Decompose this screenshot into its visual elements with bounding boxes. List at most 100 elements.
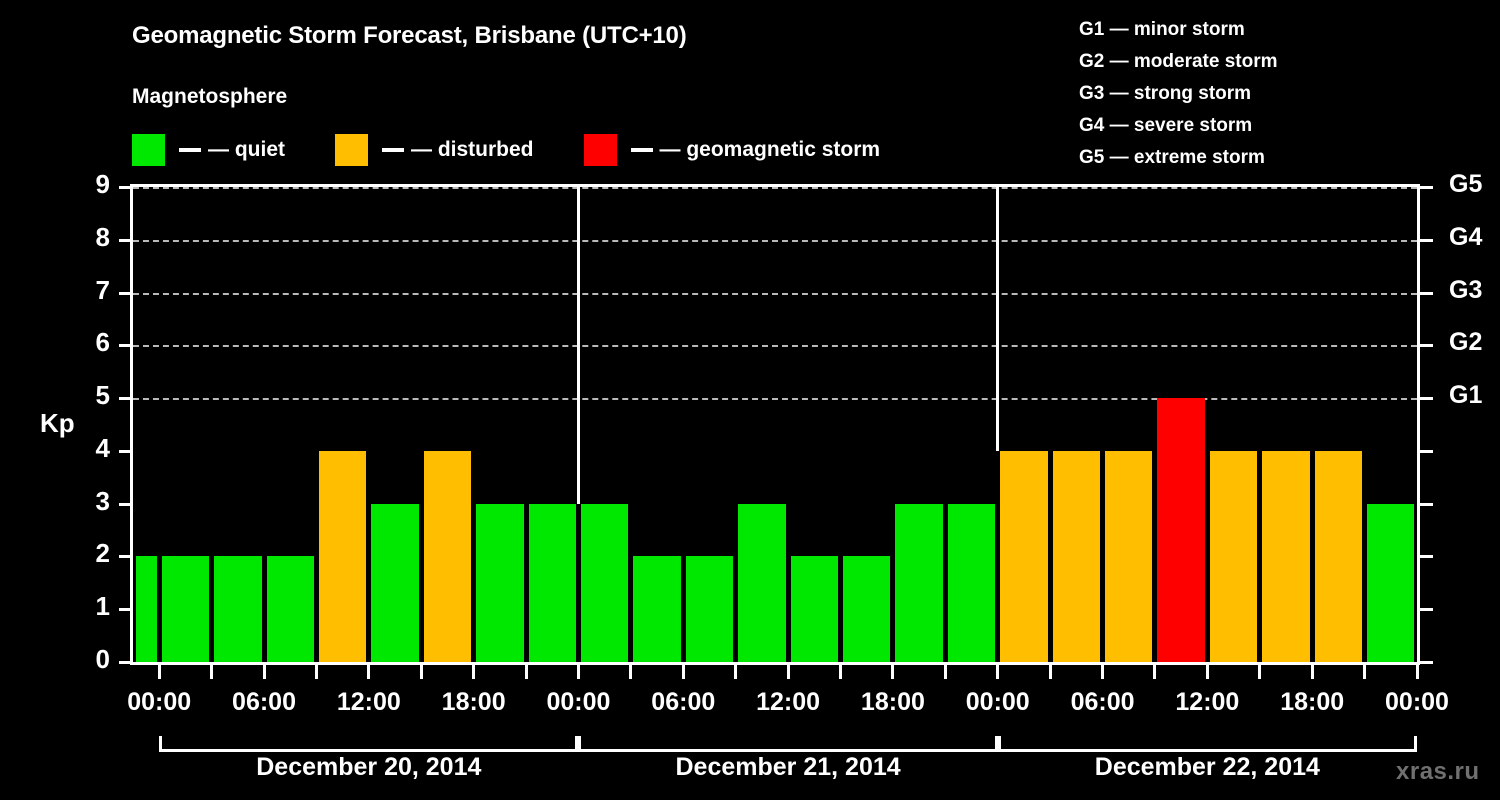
legend-label-quiet: — quiet <box>208 138 285 161</box>
y-tick-label-1: 1 <box>95 591 110 622</box>
x-tick-label-8: 00:00 <box>965 688 1030 716</box>
date-label-1: December 20, 2014 <box>256 753 482 781</box>
g-tick-label-g4: G4 <box>1449 222 1483 251</box>
g-tick-label-g1: G1 <box>1449 381 1483 410</box>
x-tick-mark-h24 <box>576 665 580 679</box>
x-tick-mark-h54 <box>1101 665 1105 679</box>
x-tick-label-2: 12:00 <box>336 688 401 716</box>
right-axis-tick-mark-2 <box>1420 555 1433 559</box>
watermark: xras.ru <box>1396 758 1480 785</box>
bar-2 <box>266 556 314 662</box>
bar-15 <box>947 503 996 662</box>
y-tick-mark-6 <box>119 344 131 348</box>
date-bracket-2 <box>578 736 998 752</box>
x-tick-mark-h15 <box>419 665 423 679</box>
gridline-kp-6 <box>133 345 1417 348</box>
y-tick-label-8: 8 <box>95 221 110 252</box>
y-tick-label-9: 9 <box>95 169 110 199</box>
y-tick-mark-3 <box>119 502 131 506</box>
x-tick-mark-h18 <box>472 665 476 679</box>
x-tick-mark-h12 <box>367 665 371 679</box>
right-axis-tick-mark-0 <box>1420 661 1433 664</box>
bar-19 <box>1157 398 1205 662</box>
bar-8 <box>580 503 629 662</box>
color-legend: — quiet — disturbed — geomagnetic storm <box>132 133 880 167</box>
y-tick-label-0: 0 <box>95 644 110 674</box>
right-axis-tick-mark-7 <box>1420 291 1433 295</box>
x-tick-mark-h57 <box>1153 665 1157 679</box>
x-tick-label-4: 00:00 <box>546 688 611 716</box>
y-tick-mark-9 <box>119 186 131 189</box>
x-tick-label-1: 06:00 <box>232 688 296 716</box>
x-tick-label-10: 12:00 <box>1175 688 1240 716</box>
bar-13 <box>843 556 891 662</box>
x-tick-mark-h60 <box>1205 665 1209 679</box>
x-tick-mark-h66 <box>1310 665 1314 679</box>
y-tick-label-6: 6 <box>95 327 110 358</box>
x-tick-mark-h48 <box>996 665 1000 679</box>
x-tick-mark-h21 <box>524 665 528 679</box>
x-tick-mark-h72 <box>1415 665 1419 679</box>
bar-18 <box>1105 450 1153 662</box>
gridline-kp-8 <box>133 239 1417 242</box>
bar-9 <box>633 556 681 662</box>
gridline-kp-7 <box>133 292 1417 295</box>
x-tick-mark-h36 <box>786 665 790 679</box>
gscale-legend-row-g4: G4 — severe storm <box>1079 115 1253 136</box>
x-tick-label-6: 12:00 <box>756 688 821 716</box>
y-tick-mark-5 <box>119 397 131 401</box>
right-axis-tick-mark-5 <box>1420 397 1433 401</box>
x-tick-mark-h39 <box>839 665 842 679</box>
magnetosphere-section-label: Magnetosphere <box>132 85 288 108</box>
day-divider-2 <box>996 187 1000 451</box>
y-axis-label: Kp <box>40 408 75 438</box>
x-tick-mark-h0 <box>157 665 161 679</box>
bar-6 <box>476 503 524 662</box>
x-tick-label-11: 18:00 <box>1280 688 1345 716</box>
legend-swatch-disturbed-icon <box>335 134 368 166</box>
bar-3 <box>318 450 367 662</box>
legend-label-disturbed: — disturbed <box>411 138 534 161</box>
y-tick-mark-0 <box>119 661 131 664</box>
bar-17 <box>1052 450 1101 662</box>
y-tick-label-3: 3 <box>95 485 110 516</box>
x-tick-mark-h6 <box>262 665 266 679</box>
right-axis-tick-mark-8 <box>1420 238 1433 242</box>
y-tick-mark-4 <box>119 449 131 453</box>
legend-swatch-quiet-icon <box>132 134 165 166</box>
date-bracket-3 <box>997 736 1417 752</box>
gscale-legend-row-g3: G3 — strong storm <box>1079 83 1252 104</box>
x-tick-label-0: 00:00 <box>127 688 192 716</box>
y-tick-label-2: 2 <box>95 538 110 569</box>
date-bracket-1 <box>159 736 579 752</box>
bar-5 <box>423 450 472 662</box>
x-tick-label-5: 06:00 <box>651 688 716 716</box>
gscale-legend: G1 — minor storm G2 — moderate storm G3 … <box>1079 14 1278 174</box>
legend-dash-icon <box>179 148 201 152</box>
bar-12 <box>790 556 838 662</box>
y-tick-label-7: 7 <box>95 274 110 305</box>
y-tick-mark-1 <box>119 608 131 612</box>
right-axis-tick-mark-9 <box>1420 186 1433 189</box>
bar-7 <box>528 503 576 662</box>
legend-entry-quiet: — quiet <box>132 134 285 166</box>
x-tick-mark-h3 <box>210 665 214 679</box>
bar-16 <box>1000 450 1048 662</box>
g-tick-label-g5: G5 <box>1449 170 1483 198</box>
x-tick-mark-h45 <box>943 665 947 679</box>
day-divider-1 <box>576 187 580 504</box>
page-title: Geomagnetic Storm Forecast, Brisbane (UT… <box>132 22 687 49</box>
x-tick-mark-h69 <box>1363 665 1367 679</box>
gridline-kp-9 <box>133 187 1417 189</box>
right-axis-tick-mark-6 <box>1420 344 1433 348</box>
date-label-3: December 22, 2014 <box>1094 753 1320 781</box>
right-axis-tick-mark-4 <box>1420 449 1433 453</box>
bar-4 <box>371 503 419 662</box>
bar-1 <box>214 556 262 662</box>
bar-20 <box>1209 450 1258 662</box>
date-label-2: December 21, 2014 <box>675 753 901 781</box>
x-tick-mark-h42 <box>891 665 895 679</box>
bar-11 <box>738 503 786 662</box>
legend-entry-disturbed: — disturbed <box>335 134 534 166</box>
x-tick-mark-h27 <box>629 665 633 679</box>
